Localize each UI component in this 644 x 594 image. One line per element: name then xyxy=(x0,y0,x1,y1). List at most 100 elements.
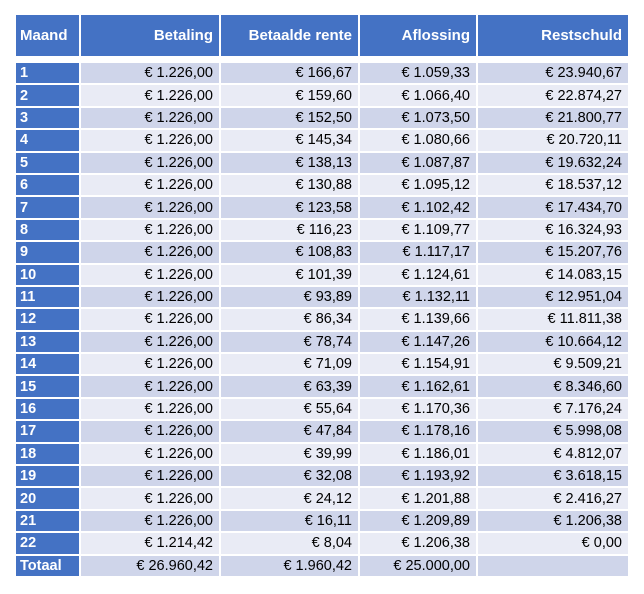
cell-restschuld: € 1.206,38 xyxy=(478,510,628,534)
table-row: 13 € 1.226,00 € 78,74 € 1.147,26 € 10.664,12 xyxy=(16,331,628,355)
cell-betaling: € 1.226,00 xyxy=(81,421,221,444)
cell-aflossing: € 1.117,17 xyxy=(360,242,478,265)
cell-aflossing: € 1.102,42 xyxy=(360,197,478,220)
table-body: 1 € 1.226,00 € 166,67 € 1.059,33 € 23.940,67… xyxy=(16,63,628,556)
cell-betaling: € 1.226,00 xyxy=(81,286,221,310)
cell-aflossing: € 1.087,87 xyxy=(360,152,478,175)
cell-restschuld: € 16.324,93 xyxy=(478,219,628,243)
cell-restschuld: € 20.720,11 xyxy=(478,130,628,153)
total-label: Totaal xyxy=(16,555,81,578)
cell-aflossing: € 1.124,61 xyxy=(360,264,478,287)
cell-restschuld: € 17.434,70 xyxy=(478,197,628,220)
cell-betaling: € 1.226,00 xyxy=(81,85,221,108)
cell-month: 2 xyxy=(16,85,81,108)
cell-aflossing: € 1.139,66 xyxy=(360,309,478,332)
cell-betaling: € 1.226,00 xyxy=(81,219,221,243)
cell-restschuld: € 7.176,24 xyxy=(478,398,628,422)
cell-betaling: € 1.226,00 xyxy=(81,152,221,175)
cell-betaling: € 1.226,00 xyxy=(81,63,221,86)
cell-aflossing: € 1.066,40 xyxy=(360,85,478,108)
cell-month: 1 xyxy=(16,63,81,86)
cell-month: 17 xyxy=(16,421,81,444)
cell-betaalde-rente: € 63,39 xyxy=(221,376,360,399)
cell-betaling: € 1.226,00 xyxy=(81,107,221,131)
cell-month: 9 xyxy=(16,242,81,265)
cell-restschuld: € 18.537,12 xyxy=(478,174,628,198)
cell-betaling: € 1.226,00 xyxy=(81,130,221,153)
cell-aflossing: € 1.170,36 xyxy=(360,398,478,422)
table-row: 12 € 1.226,00 € 86,34 € 1.139,66 € 11.811,38 xyxy=(16,309,628,332)
cell-betaling: € 1.214,42 xyxy=(81,533,221,556)
cell-month: 4 xyxy=(16,130,81,153)
cell-betaalde-rente: € 16,11 xyxy=(221,510,360,534)
table-row: 1 € 1.226,00 € 166,67 € 1.059,33 € 23.940,67 xyxy=(16,63,628,86)
total-betaalde-rente: € 1.960,42 xyxy=(221,555,360,578)
cell-month: 16 xyxy=(16,398,81,422)
cell-restschuld: € 9.509,21 xyxy=(478,354,628,377)
cell-betaalde-rente: € 86,34 xyxy=(221,309,360,332)
table-row: 17 € 1.226,00 € 47,84 € 1.178,16 € 5.998,08 xyxy=(16,421,628,444)
table-row: 8 € 1.226,00 € 116,23 € 1.109,77 € 16.324,93 xyxy=(16,219,628,243)
cell-aflossing: € 1.147,26 xyxy=(360,331,478,355)
cell-betaling: € 1.226,00 xyxy=(81,510,221,534)
table-row: 18 € 1.226,00 € 39,99 € 1.186,01 € 4.812,07 xyxy=(16,443,628,467)
cell-aflossing: € 1.073,50 xyxy=(360,107,478,131)
cell-restschuld: € 8.346,60 xyxy=(478,376,628,399)
header-maand: Maand xyxy=(16,15,81,58)
cell-betaling: € 1.226,00 xyxy=(81,443,221,467)
header-restschuld: Restschuld xyxy=(478,15,628,58)
cell-restschuld: € 0,00 xyxy=(478,533,628,556)
table-row: 14 € 1.226,00 € 71,09 € 1.154,91 € 9.509,21 xyxy=(16,354,628,377)
cell-month: 19 xyxy=(16,466,81,489)
cell-restschuld: € 10.664,12 xyxy=(478,331,628,355)
cell-restschuld: € 11.811,38 xyxy=(478,309,628,332)
cell-betaling: € 1.226,00 xyxy=(81,197,221,220)
cell-betaling: € 1.226,00 xyxy=(81,242,221,265)
cell-betaalde-rente: € 32,08 xyxy=(221,466,360,489)
cell-month: 3 xyxy=(16,107,81,131)
cell-aflossing: € 1.154,91 xyxy=(360,354,478,377)
cell-aflossing: € 1.186,01 xyxy=(360,443,478,467)
cell-month: 11 xyxy=(16,286,81,310)
cell-restschuld: € 12.951,04 xyxy=(478,286,628,310)
cell-betaalde-rente: € 123,58 xyxy=(221,197,360,220)
cell-aflossing: € 1.109,77 xyxy=(360,219,478,243)
cell-betaling: € 1.226,00 xyxy=(81,174,221,198)
table-row: 21 € 1.226,00 € 16,11 € 1.209,89 € 1.206,38 xyxy=(16,510,628,534)
cell-restschuld: € 23.940,67 xyxy=(478,63,628,86)
cell-betaalde-rente: € 71,09 xyxy=(221,354,360,377)
cell-betaalde-rente: € 152,50 xyxy=(221,107,360,131)
header-aflossing: Aflossing xyxy=(360,15,478,58)
cell-betaalde-rente: € 78,74 xyxy=(221,331,360,355)
table-row: 22 € 1.214,42 € 8,04 € 1.206,38 € 0,00 xyxy=(16,533,628,556)
cell-month: 21 xyxy=(16,510,81,534)
cell-restschuld: € 3.618,15 xyxy=(478,466,628,489)
cell-betaalde-rente: € 47,84 xyxy=(221,421,360,444)
cell-aflossing: € 1.132,11 xyxy=(360,286,478,310)
table-row: 4 € 1.226,00 € 145,34 € 1.080,66 € 20.720,11 xyxy=(16,130,628,153)
cell-restschuld: € 15.207,76 xyxy=(478,242,628,265)
table-header-row: Maand Betaling Betaalde rente Aflossing … xyxy=(16,15,628,58)
table-row: 5 € 1.226,00 € 138,13 € 1.087,87 € 19.632,24 xyxy=(16,152,628,175)
table-row: 9 € 1.226,00 € 108,83 € 1.117,17 € 15.207,76 xyxy=(16,242,628,265)
cell-betaalde-rente: € 159,60 xyxy=(221,85,360,108)
cell-betaling: € 1.226,00 xyxy=(81,309,221,332)
cell-month: 22 xyxy=(16,533,81,556)
cell-month: 5 xyxy=(16,152,81,175)
cell-betaalde-rente: € 24,12 xyxy=(221,488,360,511)
total-restschuld xyxy=(478,555,628,578)
cell-month: 12 xyxy=(16,309,81,332)
table-row: 2 € 1.226,00 € 159,60 € 1.066,40 € 22.874,27 xyxy=(16,85,628,108)
cell-aflossing: € 1.178,16 xyxy=(360,421,478,444)
table-row: 7 € 1.226,00 € 123,58 € 1.102,42 € 17.434,70 xyxy=(16,197,628,220)
cell-restschuld: € 21.800,77 xyxy=(478,107,628,131)
cell-month: 14 xyxy=(16,354,81,377)
header-betaling: Betaling xyxy=(81,15,221,58)
cell-betaling: € 1.226,00 xyxy=(81,398,221,422)
cell-betaalde-rente: € 138,13 xyxy=(221,152,360,175)
cell-aflossing: € 1.206,38 xyxy=(360,533,478,556)
cell-month: 13 xyxy=(16,331,81,355)
cell-aflossing: € 1.095,12 xyxy=(360,174,478,198)
cell-month: 7 xyxy=(16,197,81,220)
cell-betaalde-rente: € 8,04 xyxy=(221,533,360,556)
